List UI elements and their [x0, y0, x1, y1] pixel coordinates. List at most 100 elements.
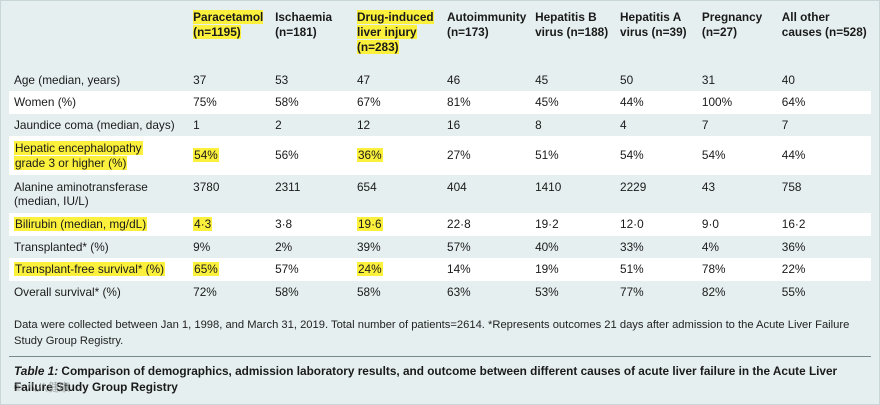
cell: 81% — [443, 91, 532, 114]
cell: 78% — [697, 258, 778, 281]
cell: 2 — [271, 114, 353, 136]
table-row: Hepatic encephalopathy grade 3 or higher … — [9, 136, 871, 175]
cell: 40% — [531, 236, 617, 258]
header-blank — [9, 7, 189, 69]
cell: 39% — [352, 236, 444, 258]
cell: 37 — [189, 69, 272, 91]
cell: 36% — [352, 136, 444, 175]
cell: 2229 — [616, 175, 698, 213]
cell: 47 — [352, 69, 444, 91]
cell: 54% — [697, 136, 778, 175]
column-header: Autoimmunity (n=173) — [447, 10, 527, 39]
cell: 57% — [443, 236, 532, 258]
cell: 9·0 — [697, 213, 778, 236]
cell: 36% — [777, 236, 871, 258]
column-header: Pregnancy (n=27) — [701, 10, 763, 39]
cell: 3780 — [189, 175, 272, 213]
cell: 404 — [443, 175, 532, 213]
cell: 75% — [189, 91, 272, 114]
column-header: Ischaemia (n=181) — [275, 10, 333, 39]
comparison-table: Paracetamol (n=1195) Ischaemia (n=181) Dru… — [9, 7, 871, 303]
cell: 45% — [531, 91, 617, 114]
cell: 7 — [697, 114, 778, 136]
cell: 58% — [271, 281, 353, 303]
column-header: All other causes (n=528) — [781, 10, 867, 39]
cell: 44% — [616, 91, 698, 114]
cell: 58% — [271, 91, 353, 114]
cell: 16·2 — [777, 213, 871, 236]
cell: 31 — [697, 69, 778, 91]
cell: 19·6 — [352, 213, 444, 236]
cell: 1410 — [531, 175, 617, 213]
table-row: Overall survival* (%) 72% 58% 58% 63% 53… — [9, 281, 871, 303]
column-header: Paracetamol (n=1195) — [193, 10, 264, 39]
row-label: Alanine aminotransferase (median, IU/L) — [9, 175, 190, 213]
cell: 7 — [777, 114, 871, 136]
table-row: Transplanted* (%) 9% 2% 39% 57% 40% 33% … — [9, 236, 871, 258]
row-label: Overall survival* (%) — [9, 281, 190, 303]
table-row: Alanine aminotransferase (median, IU/L) 3… — [9, 175, 871, 213]
cell: 53% — [531, 281, 617, 303]
cell: 14% — [443, 258, 532, 281]
cell: 4 — [616, 114, 698, 136]
cell: 77% — [616, 281, 698, 303]
cell: 44% — [777, 136, 871, 175]
cell: 22% — [777, 258, 871, 281]
cell: 2% — [271, 236, 353, 258]
cell: 43 — [697, 175, 778, 213]
cell: 51% — [531, 136, 617, 175]
cell: 19% — [531, 258, 617, 281]
row-label: Jaundice coma (median, days) — [9, 114, 190, 136]
cell: 72% — [189, 281, 272, 303]
row-label: Bilirubin (median, mg/dL) — [9, 213, 190, 236]
cell: 758 — [777, 175, 871, 213]
cell: 4% — [697, 236, 778, 258]
cell: 45 — [531, 69, 617, 91]
cell: 3·8 — [271, 213, 353, 236]
cell: 654 — [352, 175, 444, 213]
cell: 16 — [443, 114, 532, 136]
cell: 82% — [697, 281, 778, 303]
cell: 46 — [443, 69, 532, 91]
cell: 58% — [352, 281, 444, 303]
row-label: Transplanted* (%) — [9, 236, 190, 258]
cell: 65% — [189, 258, 272, 281]
row-label: Transplant-free survival* (%) — [9, 258, 190, 281]
cell: 9% — [189, 236, 272, 258]
cell: 57% — [271, 258, 353, 281]
table-row: Women (%) 75% 58% 67% 81% 45% 44% 100% 6… — [9, 91, 871, 114]
cell: 40 — [777, 69, 871, 91]
cell: 19·2 — [531, 213, 617, 236]
cell: 1 — [189, 114, 272, 136]
table-caption: Table 1: Comparison of demographics, adm… — [14, 363, 874, 395]
cell: 33% — [616, 236, 698, 258]
cell: 53 — [271, 69, 353, 91]
cell: 8 — [531, 114, 617, 136]
cell: 12·0 — [616, 213, 698, 236]
cell: 54% — [616, 136, 698, 175]
cell: 63% — [443, 281, 532, 303]
table-row: Age (median, years) 37 53 47 46 45 50 31… — [9, 69, 871, 91]
cell: 12 — [352, 114, 444, 136]
cell: 51% — [616, 258, 698, 281]
cell: 27% — [443, 136, 532, 175]
cell: 54% — [189, 136, 272, 175]
table-row: Bilirubin (median, mg/dL) 4·3 3·8 19·6 2… — [9, 213, 871, 236]
cell: 24% — [352, 258, 444, 281]
header-row: Paracetamol (n=1195) Ischaemia (n=181) Dru… — [9, 7, 871, 69]
caption-label: Table 1: — [14, 364, 59, 378]
cell: 100% — [697, 91, 778, 114]
column-header: Drug-induced liver injury (n=283) — [356, 10, 434, 54]
row-label: Hepatic encephalopathy grade 3 or higher … — [9, 136, 190, 175]
table-row: Transplant-free survival* (%) 65% 57% 24… — [9, 258, 871, 281]
cell: 67% — [352, 91, 444, 114]
cell: 22·8 — [443, 213, 532, 236]
table-row: Jaundice coma (median, days) 1 2 12 16 8… — [9, 114, 871, 136]
row-label: Women (%) — [9, 91, 190, 114]
cell: 64% — [777, 91, 871, 114]
divider — [9, 356, 871, 357]
cell: 4·3 — [189, 213, 272, 236]
